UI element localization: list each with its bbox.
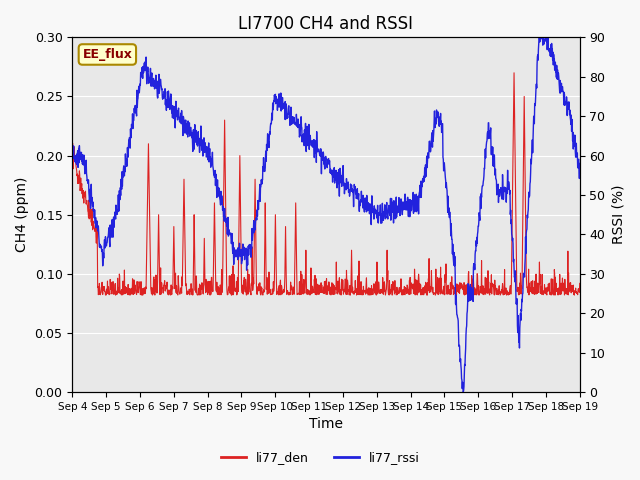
Legend: li77_den, li77_rssi: li77_den, li77_rssi <box>216 446 424 469</box>
X-axis label: Time: Time <box>309 418 343 432</box>
Title: LI7700 CH4 and RSSI: LI7700 CH4 and RSSI <box>239 15 413 33</box>
Y-axis label: CH4 (ppm): CH4 (ppm) <box>15 177 29 252</box>
Y-axis label: RSSI (%): RSSI (%) <box>611 185 625 244</box>
Text: EE_flux: EE_flux <box>83 48 132 61</box>
